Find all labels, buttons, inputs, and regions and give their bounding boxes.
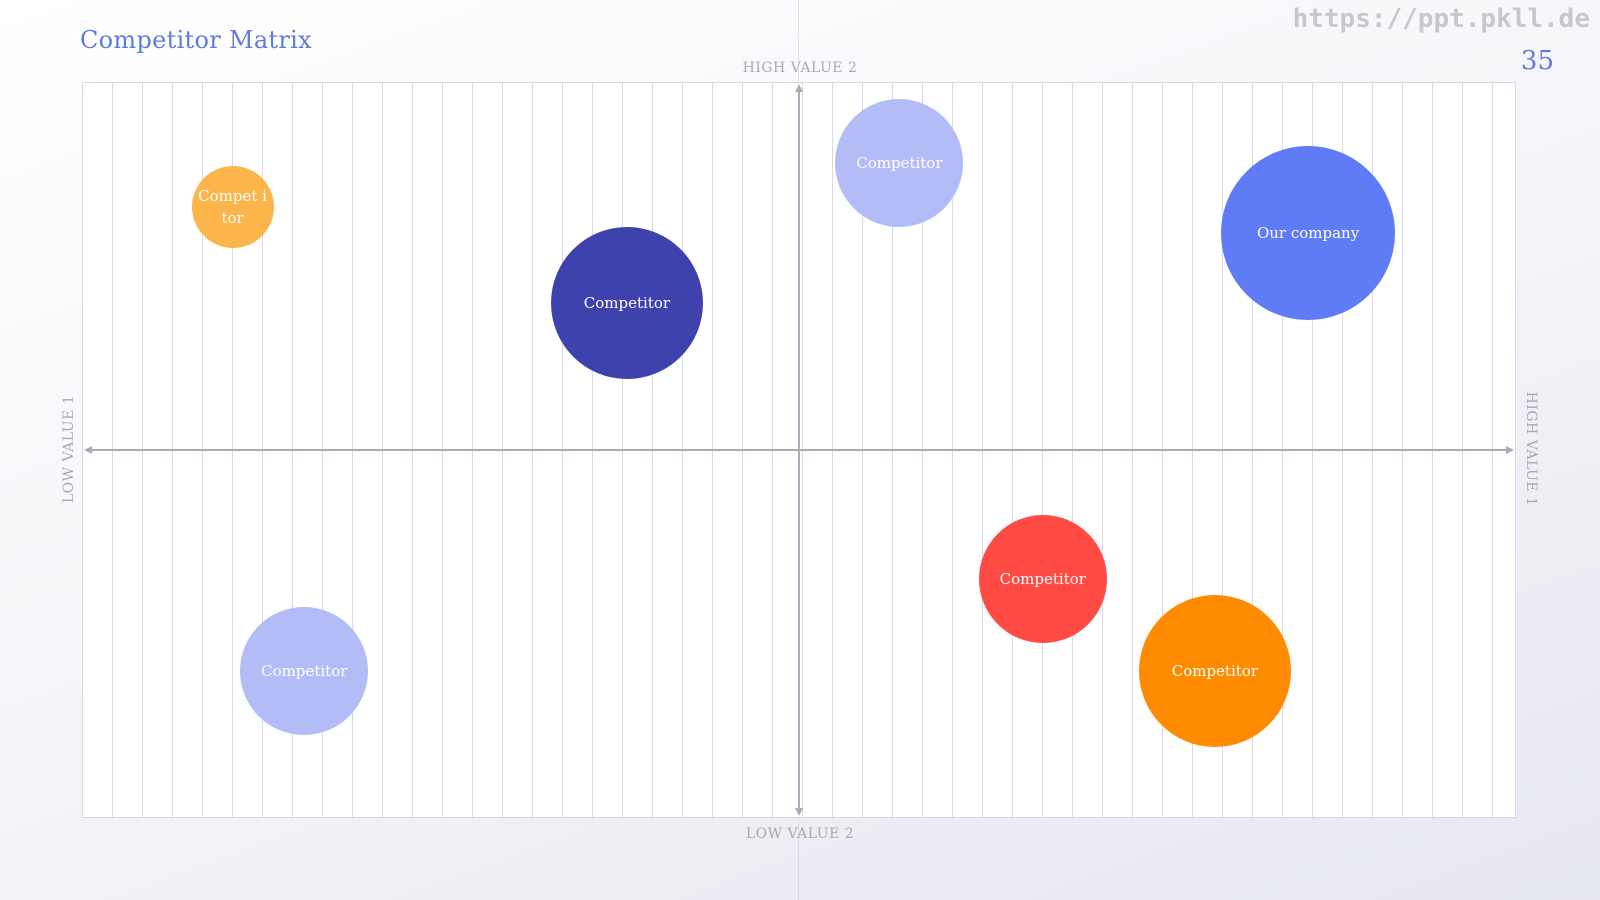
axis-label-low-value-2: LOW VALUE 2 xyxy=(745,826,855,842)
watermark-url: https://ppt.pkll.de xyxy=(1292,4,1590,34)
page-title: Competitor Matrix xyxy=(80,26,312,54)
bubble-competitor-2: Competitor xyxy=(550,226,703,379)
bubble-competitor-6: Competitor xyxy=(978,514,1107,643)
bubble-competitor-3: Competitor xyxy=(835,98,964,227)
axis-label-low-value-1: LOW VALUE 1 xyxy=(61,394,77,504)
bubble-our-company: Our company xyxy=(1221,145,1396,320)
page-number: 35 xyxy=(1520,46,1554,76)
bubble-competitor-1: Compet itor xyxy=(191,166,274,249)
axis-label-high-value-1: HIGH VALUE 1 xyxy=(1523,391,1539,507)
axis-label-high-value-2: HIGH VALUE 2 xyxy=(742,60,858,76)
bubble-competitor-5: Competitor xyxy=(240,606,369,735)
bubble-competitor-7: Competitor xyxy=(1138,594,1291,747)
